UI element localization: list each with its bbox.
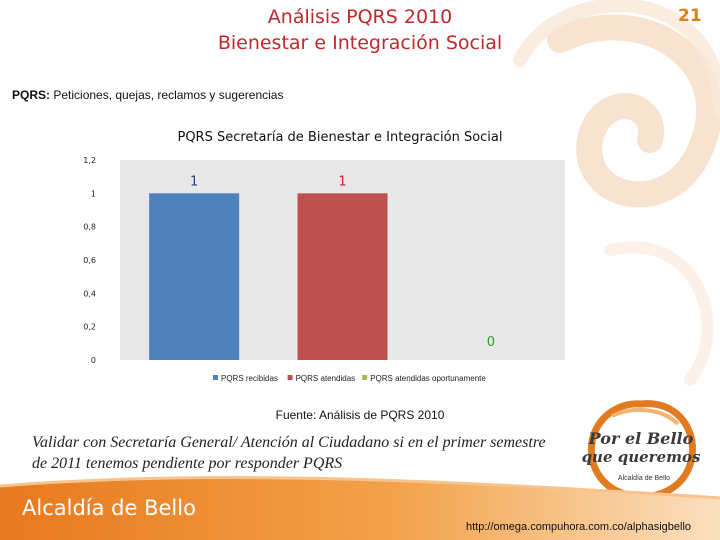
footer-band <box>0 476 720 540</box>
bar <box>149 193 240 360</box>
slide-title-line1: Análisis PQRS 2010 <box>267 6 453 28</box>
validation-note: Validar con Secretaría General/ Atención… <box>32 434 546 472</box>
pqrs-definition: PQRS: Peticiones, quejas, reclamos y sug… <box>12 88 283 102</box>
legend-swatch <box>213 375 218 380</box>
page-number: 21 <box>678 6 702 26</box>
source-label: Fuente <box>275 408 313 422</box>
data-label: 1 <box>190 174 198 189</box>
source-text: : Análisis de PQRS 2010 <box>312 408 445 422</box>
source-line: Fuente: Análisis de PQRS 2010 <box>0 408 720 422</box>
definition-term: PQRS: <box>12 88 51 102</box>
y-tick-label: 0,8 <box>83 223 96 232</box>
footer-brand: Alcaldía de Bello <box>22 496 196 520</box>
y-tick-label: 0,2 <box>83 323 96 332</box>
logo-line2: que queremos <box>582 448 700 466</box>
data-label: 1 <box>338 174 346 189</box>
chart-title: PQRS Secretaría de Bienestar e Integraci… <box>177 130 503 145</box>
legend-entry: PQRS atendidas <box>296 374 356 383</box>
legend-entry: PQRS atendidas oportunamente <box>370 374 486 383</box>
legend-swatch <box>287 375 293 380</box>
y-tick-label: 1 <box>91 189 96 198</box>
y-tick-label: 0 <box>91 356 96 365</box>
slide-title-line2: Bienestar e Integración Social <box>217 32 503 54</box>
bello-logo: Por el Bello que queremos Alcaldía de Be… <box>582 400 700 501</box>
data-label: 0 <box>487 335 495 350</box>
logo-line3: Alcaldía de Bello <box>618 475 670 482</box>
slide-title: Análisis PQRS 2010 Bienestar e Integraci… <box>0 4 720 56</box>
y-tick-label: 0,4 <box>83 289 96 298</box>
legend-swatch <box>362 375 368 380</box>
definition-text: Peticiones, quejas, reclamos y sugerenci… <box>50 88 284 102</box>
logo-line1: Por el Bello <box>588 429 694 448</box>
y-tick-label: 0,6 <box>83 256 96 265</box>
legend-entry: PQRS recibidas <box>221 374 278 383</box>
y-tick-label: 1,2 <box>83 156 96 165</box>
footer-url[interactable]: http://omega.compuhora.com.co/alphasigbe… <box>466 521 692 533</box>
bar-chart: 0 0,2 0,4 0,6 0,8 1 1,2 1 1 0 PQRS recibidas PQRS a… <box>83 156 565 383</box>
bar <box>297 193 388 360</box>
